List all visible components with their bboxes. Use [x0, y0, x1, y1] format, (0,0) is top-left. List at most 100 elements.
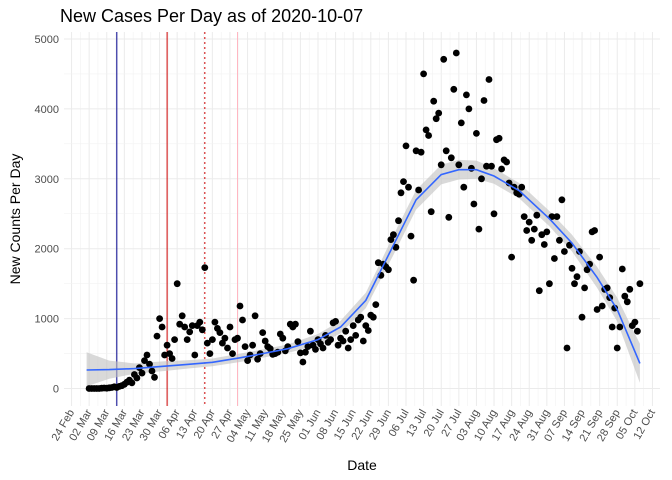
data-point [191, 351, 199, 359]
x-axis-title: Date [347, 457, 377, 473]
data-point [422, 126, 430, 134]
data-point [551, 255, 558, 262]
data-point [153, 332, 161, 340]
data-point [571, 280, 578, 288]
data-point [445, 213, 453, 221]
data-point [623, 298, 631, 306]
data-point [508, 253, 515, 261]
confidence-band-area [86, 159, 640, 387]
data-point [430, 97, 438, 105]
data-point [229, 350, 236, 357]
data-point [188, 322, 196, 329]
gridlines [64, 32, 660, 406]
data-point [339, 337, 347, 345]
data-point [294, 338, 302, 346]
data-point [201, 264, 209, 271]
data-point [440, 55, 448, 63]
smooth-trend-line [86, 168, 641, 371]
data-point [498, 165, 505, 173]
data-point [475, 225, 483, 233]
data-point [626, 285, 634, 293]
data-point [528, 236, 536, 244]
data-point [568, 264, 576, 272]
data-point [410, 276, 417, 284]
data-point [432, 115, 440, 123]
data-point [470, 200, 478, 208]
data-points [85, 49, 644, 392]
data-point [556, 236, 563, 244]
data-point [279, 334, 287, 342]
data-point [442, 147, 450, 155]
y-tick-label: 4000 [35, 104, 59, 116]
data-point [485, 76, 493, 83]
data-point [347, 336, 355, 343]
data-point [186, 328, 194, 336]
data-point [523, 227, 531, 234]
data-point [402, 142, 410, 150]
data-point [553, 213, 561, 221]
data-point [621, 292, 629, 300]
data-point [143, 351, 151, 359]
data-point [581, 284, 588, 292]
data-point [417, 148, 425, 156]
data-point [561, 248, 568, 255]
data-point [168, 355, 176, 362]
data-point [425, 132, 432, 139]
data-point [173, 280, 181, 288]
data-point [221, 334, 229, 342]
data-point [611, 304, 619, 312]
data-point [364, 327, 372, 334]
data-point [156, 315, 164, 322]
data-point [342, 327, 350, 335]
data-point [297, 349, 304, 357]
data-point [488, 162, 495, 170]
data-point [593, 306, 601, 313]
y-tick-label: 0 [53, 384, 59, 396]
data-point [319, 344, 327, 352]
data-point [473, 130, 480, 137]
data-point [518, 183, 526, 191]
data-point [608, 323, 616, 331]
y-tick-labels: 0 1000 2000 3000 4000 5000 [35, 34, 59, 396]
y-tick-label: 2000 [35, 244, 59, 256]
data-point [181, 323, 189, 331]
smooth-line [86, 168, 641, 371]
data-point [548, 213, 556, 221]
data-point [349, 322, 357, 329]
data-point [465, 105, 473, 113]
data-point [196, 318, 204, 326]
data-point [239, 316, 246, 324]
data-point [460, 183, 468, 191]
data-point [415, 186, 422, 194]
data-point [468, 164, 475, 172]
data-point [206, 350, 214, 357]
data-point [447, 154, 455, 162]
data-point [636, 280, 644, 288]
data-point [390, 231, 397, 239]
data-point [427, 208, 435, 216]
y-tick-label: 5000 [35, 34, 59, 46]
confidence-band [86, 159, 640, 387]
data-point [128, 379, 136, 387]
data-point [598, 302, 606, 310]
data-point [198, 326, 206, 334]
data-point [133, 374, 141, 382]
data-point [299, 358, 307, 366]
data-point [538, 231, 546, 239]
data-point [251, 312, 259, 320]
data-point [302, 348, 309, 356]
data-point [540, 241, 548, 248]
data-point [183, 336, 191, 343]
data-point [530, 225, 538, 233]
data-point [332, 318, 339, 325]
data-point [535, 287, 543, 295]
data-point [450, 85, 458, 93]
data-point [573, 273, 581, 281]
data-point [327, 336, 334, 343]
data-point [525, 218, 533, 226]
data-point [241, 343, 249, 350]
data-point [146, 360, 153, 368]
data-point [344, 344, 352, 352]
